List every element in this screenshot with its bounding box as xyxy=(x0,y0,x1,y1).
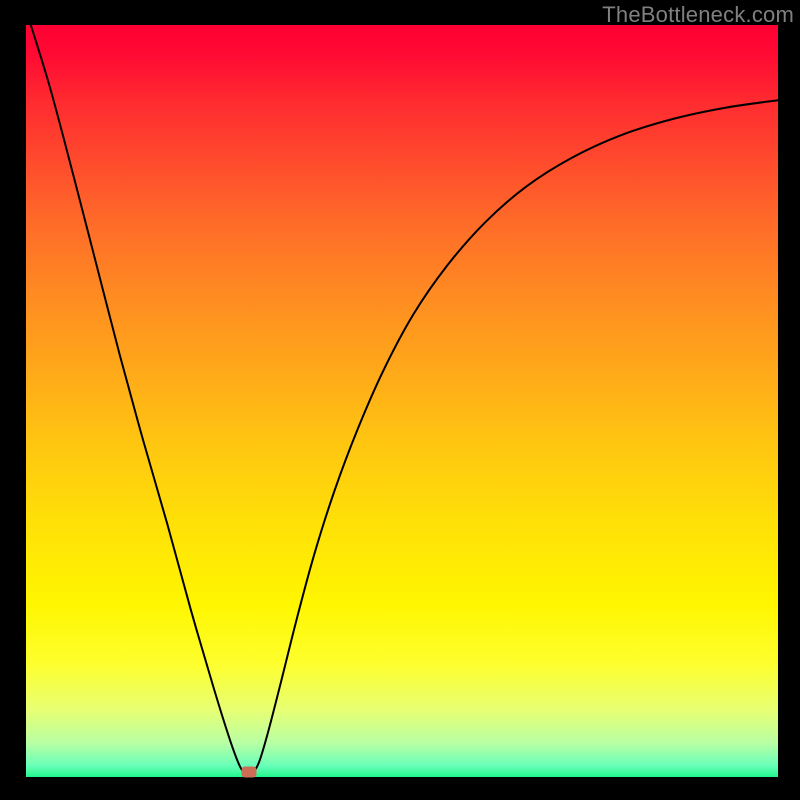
plot-area xyxy=(26,25,778,777)
curve-path xyxy=(26,25,778,776)
watermark-text: TheBottleneck.com xyxy=(602,2,794,28)
bottleneck-curve xyxy=(26,25,778,777)
optimal-point-marker xyxy=(242,767,257,778)
chart-frame: TheBottleneck.com xyxy=(0,0,800,800)
